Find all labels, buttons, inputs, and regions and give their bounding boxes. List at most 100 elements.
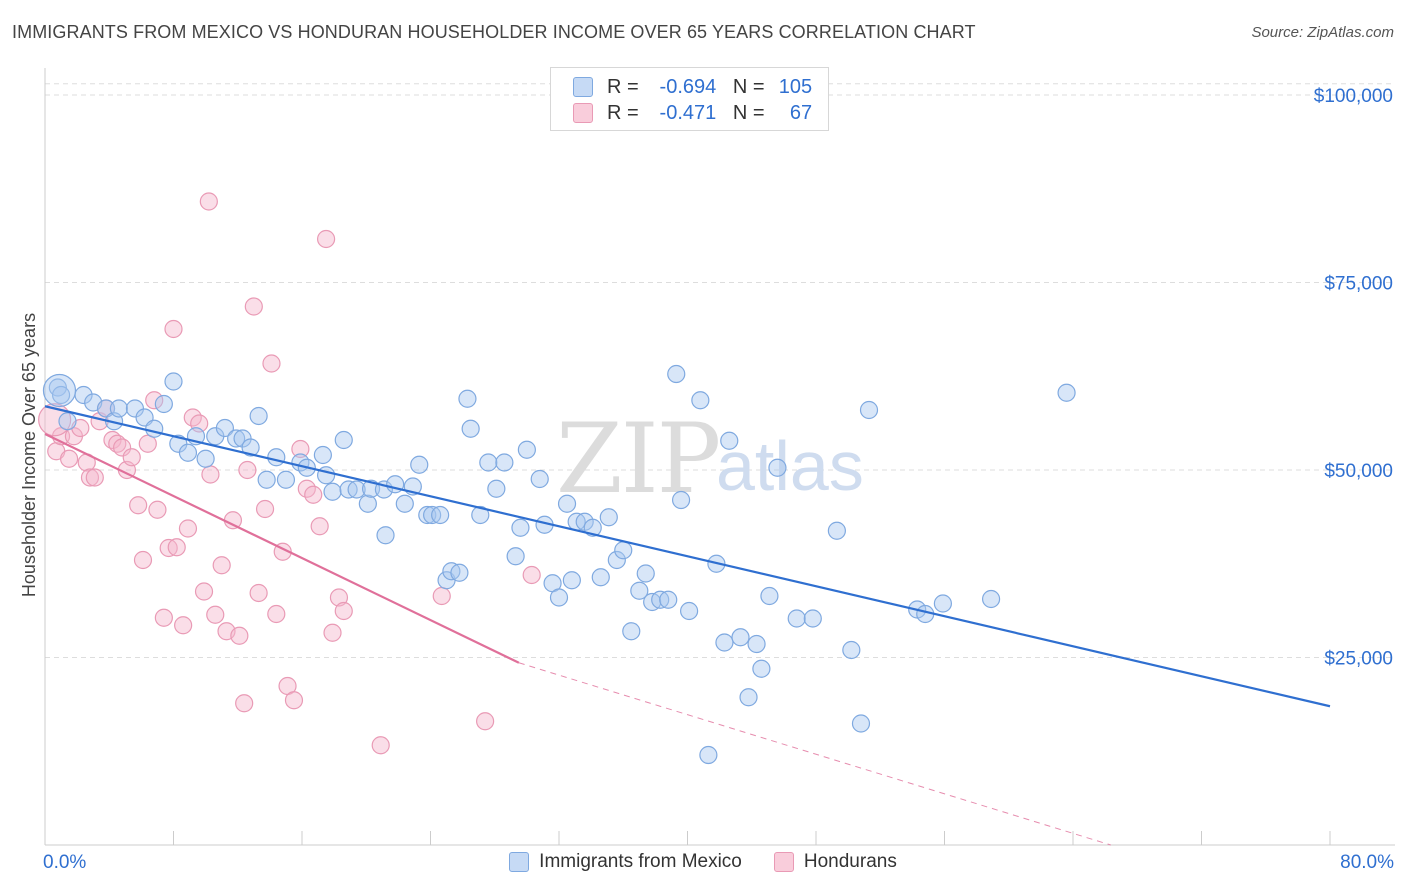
trend-line-hondurans-extension [518, 662, 1111, 846]
point-hondurans [316, 229, 336, 249]
point-hondurans [267, 604, 286, 624]
point-mexico [257, 470, 276, 489]
series-legend-label: Immigrants from Mexico [539, 851, 742, 872]
point-mexico [599, 508, 618, 527]
point-mexico [316, 466, 336, 485]
trend-lines [44, 405, 1331, 846]
point-mexico [659, 590, 678, 609]
point-hondurans [304, 485, 323, 504]
trend-line-mexico [44, 405, 1331, 708]
point-mexico [410, 455, 429, 474]
point-mexico [680, 601, 699, 621]
legend-n-label: N = [732, 75, 765, 98]
legend-r-value: -0.471 [659, 101, 717, 124]
legend-row-hondurans: R = -0.471 N = 67 [573, 100, 812, 126]
point-hondurans [194, 582, 214, 601]
data-points [38, 192, 1076, 765]
y-tick-label: $75,000 [1324, 274, 1393, 295]
point-mexico [1057, 383, 1076, 402]
point-mexico [51, 385, 71, 405]
point-hondurans [85, 468, 104, 487]
point-mexico [747, 634, 766, 654]
series-swatch-blue [509, 852, 530, 872]
chart-title: IMMIGRANTS FROM MEXICO VS HONDURAN HOUSE… [12, 22, 976, 42]
point-mexico [461, 419, 480, 438]
point-mexico [622, 622, 641, 641]
point-mexico [479, 453, 498, 472]
point-hondurans [174, 616, 193, 635]
y-tick-label: $100,000 [1314, 86, 1393, 107]
point-hondurans [323, 623, 342, 642]
series-swatch-pink [773, 852, 794, 872]
point-mexico [583, 518, 602, 537]
point-mexico [249, 406, 268, 426]
point-mexico [842, 640, 861, 660]
point-hondurans [154, 608, 173, 627]
x-axis-max-label: 80.0% [1340, 852, 1394, 873]
point-mexico [667, 364, 686, 384]
point-mexico [739, 688, 758, 707]
point-mexico [699, 745, 718, 765]
point-mexico [760, 586, 779, 606]
point-mexico [164, 372, 183, 391]
trend-line-hondurans [44, 433, 520, 664]
point-mexico-large [42, 373, 77, 408]
point-hondurans [522, 565, 541, 585]
point-hondurans [164, 319, 183, 339]
point-mexico [731, 628, 750, 647]
point-hondurans [262, 354, 281, 373]
point-hondurans [199, 192, 218, 211]
point-mexico [591, 568, 610, 587]
point-hondurans [284, 691, 304, 710]
point-mexico [418, 505, 437, 525]
point-mexico [241, 438, 260, 457]
point-mexico [691, 391, 710, 410]
point-mexico [851, 714, 871, 733]
watermark-zip: ZIP [556, 403, 719, 515]
axes [44, 68, 1395, 846]
point-mexico [347, 480, 366, 499]
point-mexico [58, 412, 77, 431]
point-hondurans [235, 694, 254, 713]
point-hondurans [167, 538, 186, 557]
point-hondurans [310, 517, 329, 536]
point-mexico [154, 394, 173, 414]
point-mexico [495, 453, 514, 472]
point-mexico [517, 440, 536, 459]
point-hondurans [138, 434, 157, 453]
point-mexico [511, 518, 530, 537]
point-mexico [562, 571, 581, 590]
point-mexico [720, 431, 739, 450]
point-hondurans [223, 511, 243, 530]
legend-swatch-blue [573, 77, 593, 97]
point-hondurans [255, 499, 275, 519]
series-legend-label: Hondurans [803, 851, 897, 872]
point-hondurans [432, 586, 451, 606]
point-mexico [267, 448, 286, 467]
series-legend-mexico[interactable]: Immigrants from Mexico [509, 851, 742, 873]
point-hondurans [112, 438, 132, 457]
point-hondurans [291, 439, 310, 459]
point-hondurans [244, 297, 263, 316]
watermark-atlas: atlas [716, 427, 864, 505]
point-mexico [803, 609, 822, 628]
point-mexico [431, 505, 450, 525]
point-hondurans [334, 601, 353, 621]
point-mexico [334, 430, 353, 450]
point-hondurans [476, 712, 495, 731]
point-mexico [752, 659, 771, 678]
point-mexico [471, 505, 490, 525]
point-mexico [358, 494, 377, 513]
point-hondurans [230, 626, 249, 645]
legend-n-label: N = [732, 101, 765, 124]
point-hondurans [129, 496, 148, 515]
point-hondurans [133, 550, 153, 570]
legend-r-value: -0.694 [659, 75, 717, 98]
point-hondurans [201, 465, 220, 484]
series-legend-hondurans[interactable]: Hondurans [773, 851, 897, 873]
point-mexico [361, 479, 381, 498]
point-mexico [933, 594, 952, 613]
y-tick-label: $50,000 [1324, 461, 1393, 482]
legend-n-value: 67 [789, 101, 813, 124]
point-mexico [607, 550, 626, 570]
